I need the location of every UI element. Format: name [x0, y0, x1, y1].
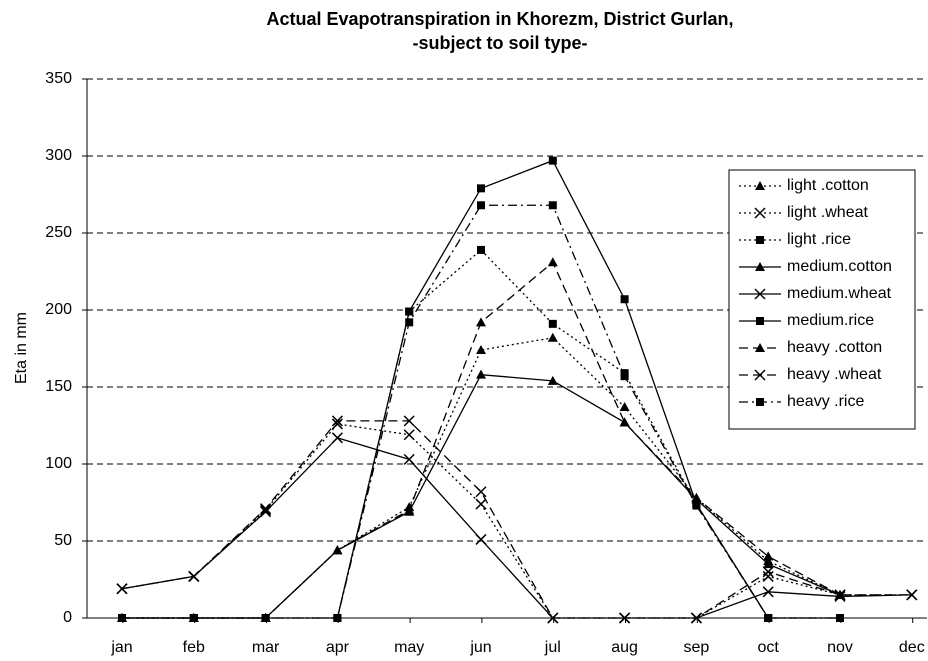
- marker: [755, 181, 765, 190]
- marker: [756, 317, 764, 325]
- marker: [756, 236, 764, 244]
- marker: [475, 486, 487, 498]
- marker: [477, 245, 485, 254]
- y-tick-label: 150: [45, 378, 72, 395]
- legend-label: medium.cotton: [787, 258, 892, 275]
- marker: [620, 372, 629, 381]
- legend-label: heavy .wheat: [787, 366, 882, 383]
- marker: [619, 417, 630, 427]
- marker: [405, 307, 414, 316]
- marker: [477, 201, 485, 210]
- marker: [762, 570, 774, 582]
- marker: [547, 332, 558, 342]
- marker: [619, 402, 630, 412]
- marker: [764, 614, 773, 622]
- marker: [763, 559, 774, 569]
- marker: [691, 492, 702, 502]
- marker: [118, 614, 126, 622]
- x-tick-label: apr: [326, 639, 350, 656]
- series-line: [122, 204, 840, 619]
- marker: [189, 614, 198, 622]
- y-tick-label: 250: [45, 224, 72, 241]
- x-tick-label: dec: [899, 639, 925, 656]
- marker: [762, 566, 774, 578]
- marker: [476, 345, 486, 355]
- legend-label: heavy .rice: [787, 393, 864, 410]
- y-tick-label: 100: [45, 455, 72, 472]
- series-line: [121, 423, 912, 619]
- marker: [692, 501, 701, 510]
- marker: [755, 343, 765, 352]
- marker: [331, 432, 343, 444]
- x-tick-label: jul: [544, 639, 561, 656]
- marker: [476, 369, 486, 379]
- marker: [332, 545, 343, 555]
- marker: [547, 612, 559, 624]
- marker: [763, 551, 774, 561]
- marker: [403, 429, 415, 441]
- marker: [754, 288, 766, 300]
- marker: [260, 504, 272, 516]
- x-tick-label: jan: [110, 639, 132, 656]
- marker: [755, 262, 765, 271]
- marker: [548, 319, 557, 328]
- marker: [260, 506, 272, 518]
- x-tick-label: aug: [611, 639, 638, 656]
- marker: [116, 583, 128, 595]
- chart-title: Actual Evapotranspiration in Khorezm, Di…: [266, 9, 733, 29]
- marker: [333, 614, 342, 622]
- marker: [260, 503, 272, 515]
- y-tick-label: 0: [63, 609, 72, 626]
- marker: [331, 415, 343, 427]
- legend-label: light .rice: [787, 231, 851, 248]
- x-tick-label: jun: [469, 639, 491, 656]
- marker: [405, 318, 414, 327]
- marker: [906, 589, 918, 601]
- y-axis-label: Eta in mm: [13, 312, 30, 384]
- x-tick-label: may: [394, 639, 424, 656]
- x-tick-label: feb: [183, 639, 205, 656]
- legend-label: medium.wheat: [787, 285, 892, 302]
- marker: [834, 589, 846, 601]
- x-tick-label: sep: [684, 639, 710, 656]
- legend-label: heavy .cotton: [787, 339, 882, 356]
- marker: [475, 533, 487, 545]
- marker: [477, 184, 485, 193]
- marker: [548, 201, 557, 210]
- marker: [836, 614, 844, 622]
- legend-label: light .cotton: [787, 177, 869, 194]
- marker: [754, 207, 766, 219]
- x-tick-label: mar: [252, 639, 280, 656]
- marker: [690, 612, 702, 624]
- marker: [403, 415, 415, 427]
- series-line: [121, 420, 912, 619]
- marker: [404, 505, 415, 515]
- marker: [261, 614, 270, 622]
- marker: [188, 570, 200, 582]
- legend-label: light .wheat: [787, 204, 868, 221]
- y-tick-label: 350: [45, 70, 72, 87]
- chart-subtitle: -subject to soil type-: [412, 33, 587, 53]
- marker: [547, 375, 558, 385]
- y-tick-label: 200: [45, 301, 72, 318]
- x-tick-label: nov: [827, 639, 853, 656]
- marker: [762, 586, 774, 598]
- marker: [754, 369, 766, 381]
- marker: [620, 295, 629, 304]
- marker: [547, 257, 558, 267]
- series-line: [121, 437, 912, 619]
- marker: [403, 453, 415, 465]
- legend-label: medium.rice: [787, 312, 874, 329]
- marker: [475, 498, 487, 510]
- x-tick-label: oct: [758, 639, 780, 656]
- marker: [548, 156, 557, 165]
- y-tick-label: 50: [54, 532, 72, 549]
- marker: [476, 317, 486, 327]
- marker: [619, 612, 631, 624]
- y-tick-label: 300: [45, 147, 72, 164]
- marker: [756, 398, 764, 406]
